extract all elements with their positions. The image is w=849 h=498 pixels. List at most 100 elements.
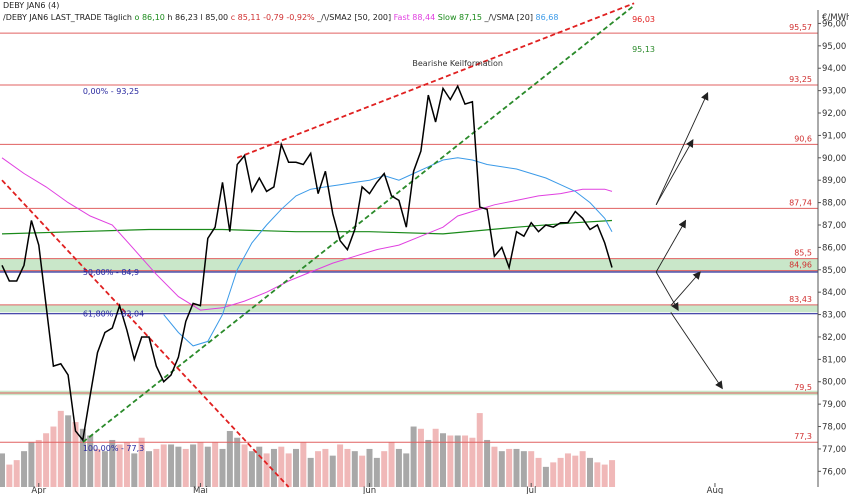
header-fast: Fast 88,44 xyxy=(391,13,435,22)
volume-bar-51 xyxy=(373,457,380,487)
volume-bar-69 xyxy=(506,448,513,487)
sma-blue-line xyxy=(163,157,613,347)
volume-bar-7 xyxy=(50,426,57,487)
x-tick-label-0: Apr xyxy=(31,486,46,494)
volume-bar-40 xyxy=(293,448,299,487)
volume-bar-43 xyxy=(315,451,322,487)
volume-bar-10 xyxy=(72,422,79,487)
volume-bar-82 xyxy=(601,464,608,487)
volume-bar-65 xyxy=(476,413,483,487)
sma-green-line xyxy=(1,219,613,235)
volume-bar-61 xyxy=(447,435,454,487)
y-tick-label-15: 91,00 xyxy=(822,131,846,141)
header-sma2-label: _/\/SMA2 [50, 200] xyxy=(315,13,392,22)
volume-bar-39 xyxy=(285,453,292,487)
header-high: h 86,23 xyxy=(165,13,198,22)
volume-bar-68 xyxy=(498,451,505,487)
volume-bar-59 xyxy=(432,428,439,487)
level-label-1: 93,25 xyxy=(789,75,812,84)
axis-layer: €/MWh 76,00 77,00 78,00 79,00 80,00 81,00 82,00… xyxy=(31,10,849,496)
arrows-layer xyxy=(655,91,723,390)
volume-bar-31 xyxy=(226,431,233,487)
support-resistance-layer xyxy=(0,32,818,443)
trend-label-0: 96,03 xyxy=(632,15,655,24)
y-tick-label-0: 76,00 xyxy=(822,467,846,477)
volume-bar-11 xyxy=(79,428,86,487)
volume-bar-48 xyxy=(351,451,358,487)
price-line xyxy=(1,84,613,442)
volume-bar-29 xyxy=(212,442,219,487)
y-tick-label-6: 82,00 xyxy=(822,333,846,343)
level-label-0: 95,57 xyxy=(789,23,812,32)
volume-bar-5 xyxy=(35,439,42,487)
volume-bar-15 xyxy=(109,439,116,487)
volume-bar-16 xyxy=(116,444,123,487)
volume-bar-19 xyxy=(138,437,145,487)
y-tick-label-16: 92,00 xyxy=(822,109,846,119)
volume-bar-64 xyxy=(469,437,476,487)
volume-bar-56 xyxy=(410,426,417,487)
volume-bar-52 xyxy=(381,451,388,487)
trendline-resistance xyxy=(236,2,635,159)
volume-bar-73 xyxy=(535,457,542,487)
volume-bar-36 xyxy=(263,453,270,487)
y-unit-label: €/MWh xyxy=(822,13,849,23)
volume-bar-8 xyxy=(57,410,64,487)
labels-layer: 95,57 93,25 90,6 87,74 85,5 84,96 83,43 79,5 77,… xyxy=(83,15,812,453)
y-tick-label-19: 95,00 xyxy=(822,42,846,52)
volume-bar-83 xyxy=(609,460,616,487)
level-label-6: 83,43 xyxy=(789,295,812,304)
level-label-7: 79,5 xyxy=(794,383,812,392)
fib-text-0: 0,00% - 93,25 xyxy=(83,87,139,96)
projection-arrow-1 xyxy=(655,139,694,206)
y-tick-label-9: 85,00 xyxy=(822,266,846,276)
volume-bar-70 xyxy=(513,448,520,487)
x-tick-label-4: Aug xyxy=(707,486,724,494)
header-prefix: /DEBY JAN6 LAST_TRADE Täglich xyxy=(3,13,132,22)
volume-bar-18 xyxy=(131,453,138,487)
header-layer: DEBY JAN6 (4) /DEBY JAN6 LAST_TRADE Tägli… xyxy=(3,1,558,22)
volume-bar-35 xyxy=(256,446,263,487)
volume-bar-46 xyxy=(337,444,344,487)
level-label-5: 84,96 xyxy=(789,261,812,270)
volume-bar-63 xyxy=(462,435,469,487)
y-tick-label-17: 93,00 xyxy=(822,87,846,97)
header-slow: Slow 87,15 xyxy=(435,13,482,22)
volume-bar-47 xyxy=(344,448,351,487)
trend-label-1: 95,13 xyxy=(632,45,655,54)
y-tick-label-10: 86,00 xyxy=(822,243,846,253)
volume-bar-74 xyxy=(542,466,549,487)
volume-bar-66 xyxy=(484,439,491,487)
header-sma-label: _/\/SMA [20] xyxy=(482,13,533,22)
volume-bar-4 xyxy=(28,442,35,487)
volume-bar-33 xyxy=(241,444,248,487)
volume-bar-72 xyxy=(528,451,535,487)
volume-bar-55 xyxy=(403,453,410,487)
projection-arrow-0 xyxy=(655,91,709,206)
volume-bar-50 xyxy=(366,448,373,487)
volume-bar-38 xyxy=(278,446,285,487)
volume-bar-34 xyxy=(248,451,255,487)
volume-bar-62 xyxy=(454,435,461,487)
y-tick-label-3: 79,00 xyxy=(822,400,846,410)
volume-bar-24 xyxy=(175,446,182,487)
y-tick-label-2: 78,00 xyxy=(822,423,846,433)
volume-bar-6 xyxy=(43,433,50,487)
y-tick-label-13: 89,00 xyxy=(822,176,846,186)
header-close: c 85,11 xyxy=(228,13,260,22)
fib-text-1: 100,00% - 77,3 xyxy=(83,444,144,453)
x-tick-label-2: Jun xyxy=(362,486,376,494)
fib-label-0: 50,00% - 84,9 xyxy=(83,268,139,277)
header-low: l 85,00 xyxy=(198,13,228,22)
volume-bar-28 xyxy=(204,446,211,487)
volume-bar-37 xyxy=(270,448,277,487)
volume-bar-26 xyxy=(190,444,197,487)
volume-bar-44 xyxy=(322,448,329,487)
header-line: /DEBY JAN6 LAST_TRADE Täglich o 86,10 h … xyxy=(3,13,558,22)
volume-bar-79 xyxy=(579,451,586,487)
y-tick-label-14: 90,00 xyxy=(822,154,846,164)
volume-bar-9 xyxy=(65,415,72,487)
y-tick-label-20: 96,00 xyxy=(822,19,846,29)
level-label-4: 85,5 xyxy=(794,249,812,258)
